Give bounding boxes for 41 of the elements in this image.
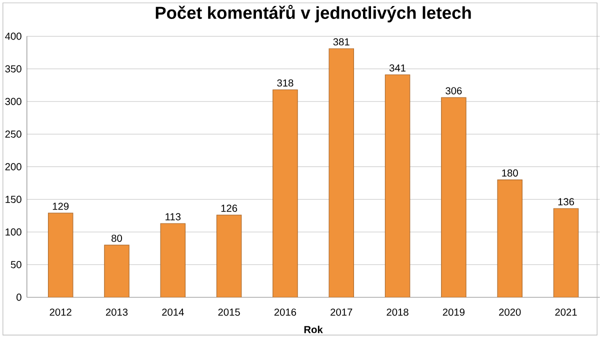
y-tick-label: 400 (5, 32, 22, 40)
x-tick-label: 2012 (50, 308, 72, 316)
x-tick-label: 2021 (555, 308, 577, 316)
x-axis-title: Rok (304, 326, 323, 334)
x-tick-label: 2019 (442, 308, 464, 316)
y-tick-label: 100 (6, 228, 22, 236)
bar (441, 97, 466, 298)
y-tick-label: 50 (10, 261, 22, 268)
data-label: 381 (333, 38, 350, 46)
bar (216, 214, 242, 298)
data-label: 306 (446, 87, 462, 94)
x-tick-label: 2013 (106, 308, 128, 316)
data-label: 136 (558, 198, 574, 206)
data-label: 180 (502, 169, 518, 177)
data-label: 126 (221, 204, 238, 212)
y-tick-label: 250 (5, 130, 22, 138)
data-label: 113 (166, 213, 181, 220)
bar (48, 212, 74, 298)
chart-title: Počet komentářů v jednotlivých letech (156, 4, 471, 22)
y-tick-label: 200 (5, 163, 22, 170)
y-tick-label: 150 (6, 196, 22, 203)
data-label: 318 (277, 79, 294, 87)
bar (272, 89, 298, 298)
bar (104, 244, 130, 298)
x-tick-label: 2015 (218, 308, 240, 316)
y-tick-label: 300 (5, 98, 22, 106)
x-tick-label: 2020 (499, 308, 521, 316)
y-tick-label: 0 (16, 294, 22, 301)
bar (384, 74, 410, 298)
data-label: 129 (52, 202, 69, 210)
x-tick-label: 2016 (274, 308, 296, 316)
y-tick-label: 350 (5, 65, 22, 72)
data-label: 80 (112, 234, 122, 242)
x-tick-label: 2017 (330, 308, 352, 316)
bar (553, 208, 579, 298)
data-label: 341 (389, 64, 406, 72)
x-tick-label: 2018 (386, 308, 408, 316)
bar (328, 48, 354, 298)
x-tick-label: 2014 (162, 308, 184, 316)
bar (160, 223, 186, 298)
bar (497, 180, 522, 298)
